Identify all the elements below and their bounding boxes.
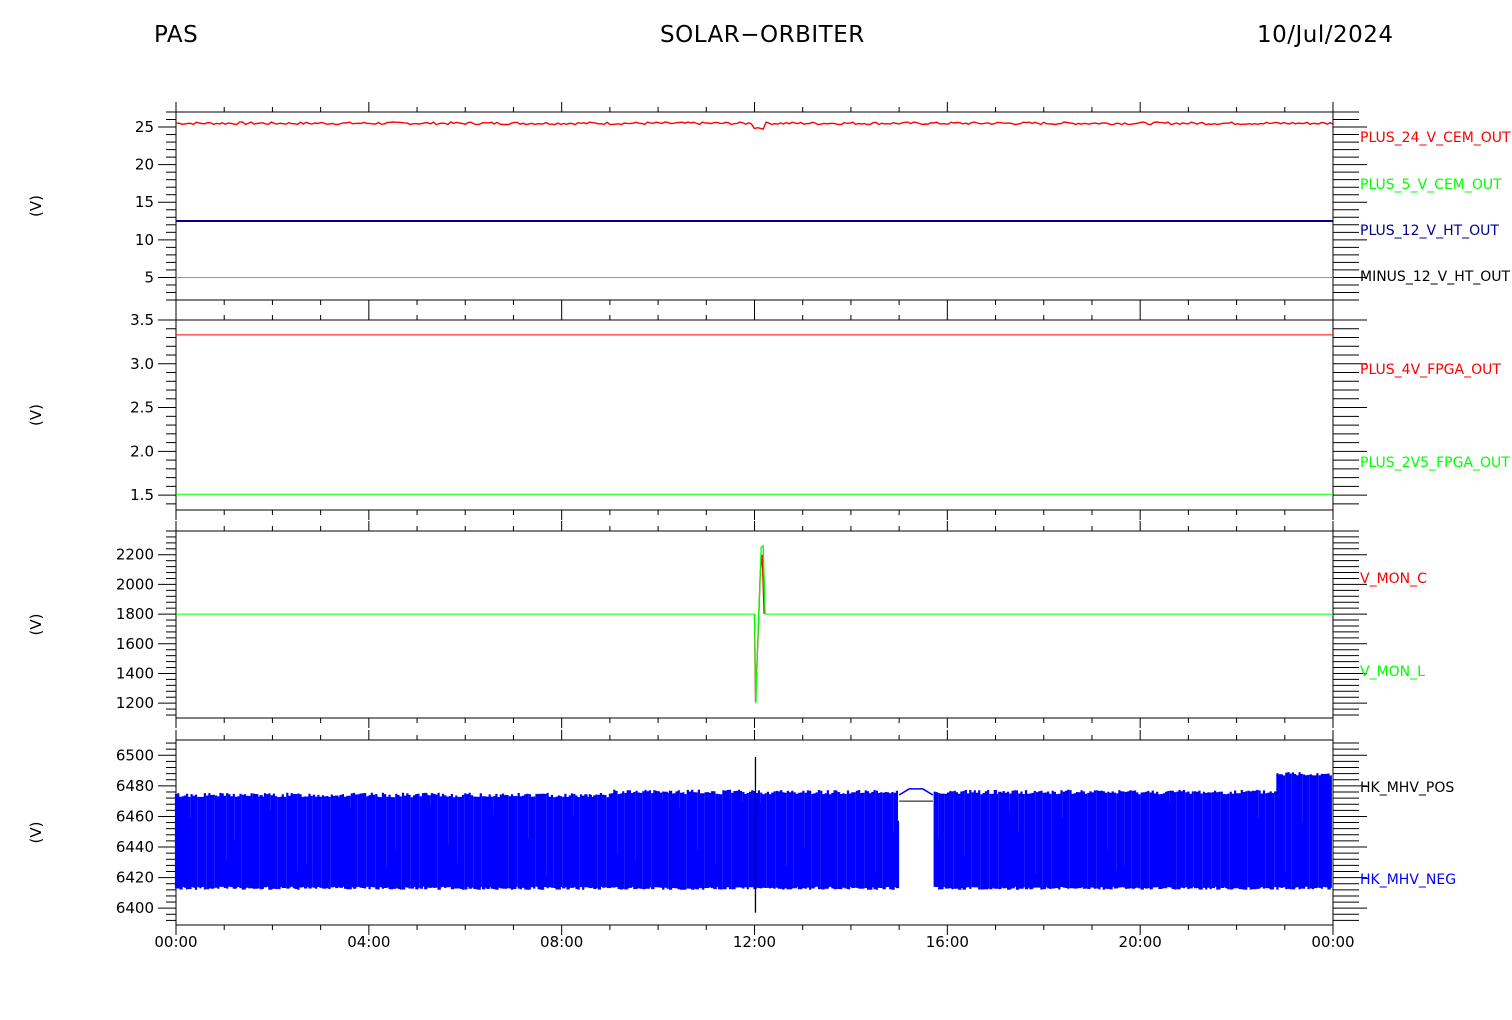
legend-hk-mhv-neg: HK_MHV_NEG: [1360, 872, 1456, 888]
panel-frame: [175, 319, 1334, 511]
y-tick-label: 1400: [116, 664, 154, 682]
legend-plus-12-v-ht-out: PLUS_12_V_HT_OUT: [1360, 223, 1499, 239]
y-tick-label: 2000: [116, 575, 154, 593]
header-left-label: PAS: [154, 22, 199, 48]
x-tick-label: 00:00: [1311, 933, 1354, 951]
panel-3: 1200 1400 1600 1800 2000 2200 (V) V_MON_C V_MON_…: [27, 521, 1427, 728]
x-tick-label: 12:00: [733, 933, 776, 951]
y-tick-label: 6420: [116, 869, 154, 887]
y-axis-label: (V): [27, 614, 45, 636]
legend-plus-2v5-fpga-out: PLUS_2V5_FPGA_OUT: [1360, 455, 1510, 471]
panel-2: 1.5 2.0 2.5 3.0 3.5 (V) PLUS_4V_FPGA_OUT PLUS_2…: [27, 310, 1510, 520]
y-tick-label: 1200: [116, 694, 154, 712]
x-tick-label: 08:00: [540, 933, 583, 951]
x-tick-label: 00:00: [154, 933, 197, 951]
legend-plus-24-v-cem-out: PLUS_24_V_CEM_OUT: [1360, 130, 1511, 146]
y-axis-label: (V): [27, 195, 45, 217]
series-spike: [753, 544, 766, 704]
series-gap-trace: [898, 788, 934, 796]
panel-4: 6400 6420 6440 6460 6480 6500 (V) HK_MHV_POS HK_…: [27, 730, 1456, 951]
y-tick-label: 15: [135, 193, 154, 211]
y-tick-label: 1600: [116, 635, 154, 653]
y-tick-label: 2.5: [130, 399, 154, 417]
header-date: 10/Jul/2024: [1257, 22, 1394, 48]
y-tick-label: 1800: [116, 605, 154, 623]
y-tick-label: 10: [135, 231, 154, 249]
y-tick-label: 1.5: [130, 486, 154, 504]
legend-v-mon-c: V_MON_C: [1360, 571, 1427, 587]
legend-hk-mhv-pos: HK_MHV_POS: [1360, 780, 1454, 796]
y-tick-label: 2.0: [130, 442, 154, 460]
y-axis-label: (V): [27, 404, 45, 426]
y-axis-label: (V): [27, 822, 45, 844]
y-tick-label: 6500: [116, 746, 154, 764]
legend-minus-12-v-ht-out: MINUS_12_V_HT_OUT: [1360, 269, 1511, 285]
legend-plus-5-v-cem-out: PLUS_5_V_CEM_OUT: [1360, 177, 1502, 193]
series-hk-mhv-neg-area: [174, 772, 1332, 890]
y-tick-label: 25: [135, 118, 154, 136]
y-tick-label: 20: [135, 156, 154, 174]
y-tick-label: 6440: [116, 838, 154, 856]
y-tick-label: 5: [144, 268, 154, 286]
legend-v-mon-l: V_MON_L: [1360, 664, 1425, 680]
x-tick-label: 04:00: [347, 933, 390, 951]
y-tick-label: 6400: [116, 899, 154, 917]
y-tick-label: 6480: [116, 777, 154, 795]
header-center-title: SOLAR−ORBITER: [660, 22, 865, 48]
panel-frame: [175, 111, 1334, 301]
series-line: [175, 121, 1334, 130]
legend-plus-4v-fpga-out: PLUS_4V_FPGA_OUT: [1360, 362, 1501, 378]
panel-1: 5 10 15 20 25 (V) PLUS_24_V_CEM_OUT PLUS_5_V_CE…: [27, 102, 1511, 310]
y-tick-label: 6460: [116, 807, 154, 825]
y-tick-label: 2200: [116, 546, 154, 564]
x-tick-label: 20:00: [1119, 933, 1162, 951]
y-tick-label: 3.0: [130, 355, 154, 373]
x-tick-label: 16:00: [926, 933, 969, 951]
y-tick-label: 3.5: [130, 311, 154, 329]
